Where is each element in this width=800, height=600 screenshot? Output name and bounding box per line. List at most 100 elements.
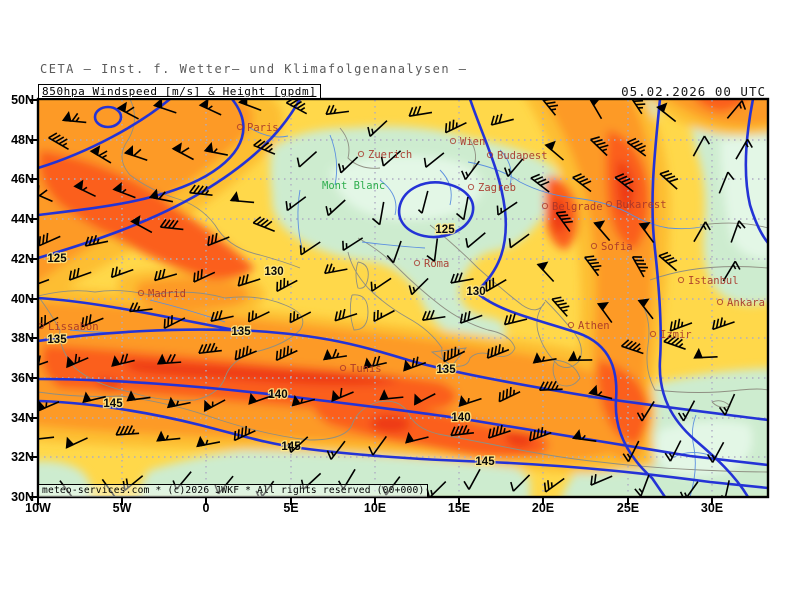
- contour-label: 135: [47, 334, 67, 346]
- y-axis-label: 42N: [11, 252, 34, 266]
- wind-barb: [189, 184, 213, 196]
- x-axis-label: 25E: [616, 501, 640, 515]
- wind-barb: [403, 356, 427, 372]
- wind-barb: [82, 391, 106, 404]
- wind-barb: [289, 311, 312, 324]
- wind-barb: [421, 309, 446, 321]
- city-labels: Paris Zuerich Wien Budapest Zagreb Belgrade Bu…: [37, 122, 765, 375]
- city-marker: [649, 330, 657, 338]
- wind-barb: [101, 478, 117, 497]
- city-label: Madrid: [148, 288, 186, 300]
- wind-barb: [368, 435, 387, 456]
- contour-label: 140: [451, 412, 470, 424]
- wind-barb: [322, 348, 348, 361]
- wind-barb: [110, 266, 134, 279]
- wind-barb: [486, 344, 510, 359]
- wind-barb: [276, 277, 298, 292]
- x-axis-label: 10W: [25, 501, 51, 515]
- city-marker: [357, 150, 365, 158]
- y-axis-label: 40N: [11, 292, 34, 306]
- map-title: 850hpa Windspeed [m/s] & Height [gpdm]: [42, 85, 317, 98]
- contour-label: 145: [103, 398, 123, 410]
- wind-barb: [287, 436, 309, 453]
- wind-barb: [637, 298, 654, 320]
- contour-label: 140: [268, 389, 287, 401]
- wind-barb: [656, 102, 677, 123]
- wind-barb: [450, 425, 474, 437]
- wind-barb: [555, 211, 573, 232]
- wind-barb: [634, 474, 650, 497]
- wind-barb: [567, 350, 593, 362]
- wind-barb: [544, 140, 564, 161]
- wind-barb: [693, 347, 718, 359]
- wind-barb: [112, 182, 136, 199]
- wind-barb: [529, 427, 552, 442]
- wind-barb: [210, 310, 234, 322]
- wind-barb: [498, 386, 521, 403]
- wind-barb: [325, 104, 350, 116]
- wind-barb: [373, 309, 395, 323]
- wind-barb: [324, 263, 348, 275]
- wind-barb: [588, 384, 613, 400]
- contour-label: 145: [281, 441, 301, 453]
- wind-barb: [543, 477, 565, 493]
- wind-barb: [171, 142, 194, 161]
- wind-barb: [718, 393, 736, 416]
- wind-barb: [363, 355, 387, 370]
- wind-barb: [156, 430, 181, 442]
- x-axis-label: 0: [202, 501, 210, 515]
- city-marker: [567, 321, 575, 329]
- x-axis-label: 5E: [283, 501, 299, 515]
- wind-barb: [73, 179, 96, 198]
- wind-barb: [496, 201, 518, 216]
- city-marker: [486, 151, 494, 159]
- wind-barb: [589, 99, 603, 120]
- wind-barb: [252, 216, 275, 233]
- wind-barb: [275, 345, 298, 362]
- x-axis-label: 5W: [112, 501, 132, 515]
- wind-barb: [726, 100, 747, 119]
- wind-barb: [551, 296, 570, 317]
- wind-barb: [89, 145, 112, 164]
- wind-barb: [503, 313, 528, 326]
- wind-barb: [159, 218, 184, 231]
- city-label: Lissabon: [48, 321, 99, 333]
- wind-barb: [659, 170, 679, 190]
- city-marker: [413, 259, 421, 267]
- wind-barb: [233, 425, 256, 442]
- contour-label: 135: [436, 364, 456, 376]
- wind-barb: [61, 111, 87, 124]
- wind-barb: [367, 120, 388, 137]
- wind-barb: [198, 342, 222, 355]
- city-label: Ankara: [727, 297, 765, 309]
- wind-barb: [130, 215, 153, 234]
- wind-barb: [84, 235, 109, 247]
- wind-barb: [626, 137, 647, 157]
- y-axis-label: 34N: [11, 411, 34, 425]
- wind-barb: [128, 302, 153, 313]
- contour-label: 145: [475, 456, 495, 468]
- contour-label: 130: [466, 286, 485, 298]
- wind-barb: [198, 99, 222, 116]
- city-marker: [677, 276, 685, 284]
- y-axis-label: 38N: [11, 331, 34, 345]
- wind-barb: [148, 188, 174, 203]
- wind-barb: [234, 345, 257, 361]
- institution-header: CETA – Inst. f. Wetter– und Klimafolgena…: [40, 62, 468, 76]
- wind-barb: [381, 476, 401, 496]
- wind-barb: [735, 138, 753, 160]
- wind-barb: [487, 424, 511, 439]
- wind-barb: [326, 440, 346, 460]
- wind-barb: [444, 119, 467, 134]
- wind-barb: [532, 352, 557, 364]
- wind-barb: [530, 173, 550, 193]
- wind-barb: [193, 269, 216, 283]
- wind-barb: [589, 136, 609, 157]
- wind-barb: [677, 400, 696, 422]
- city-label: Paris: [247, 122, 279, 134]
- city-label: Istanbul: [688, 275, 739, 287]
- wind-barb: [166, 396, 191, 409]
- peak-label: Mont Blanc: [322, 180, 385, 192]
- wind-barb: [285, 99, 308, 115]
